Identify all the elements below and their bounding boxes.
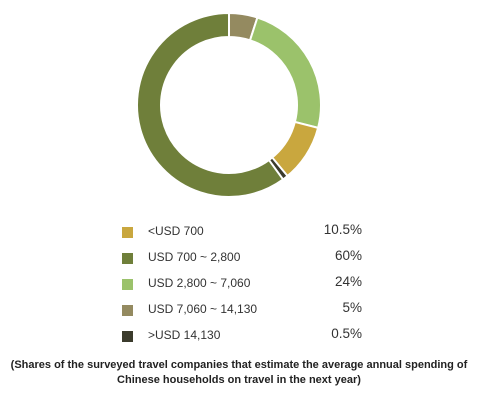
legend-swatch (122, 331, 133, 342)
legend-swatch (122, 253, 133, 264)
legend-item: >USD 14,130 0.5% (122, 326, 362, 352)
legend-item: <USD 700 10.5% (122, 222, 362, 248)
caption-line: Chinese households on travel in the next… (117, 374, 361, 386)
legend-item: USD 700 ~ 2,800 60% (122, 248, 362, 274)
legend-swatch (122, 279, 133, 290)
donut-slice (248, 16, 322, 130)
legend-label: USD 7,060 ~ 14,130 (148, 302, 258, 316)
legend-label: >USD 14,130 (148, 328, 221, 342)
legend-value: 5% (342, 300, 362, 315)
legend-label: USD 700 ~ 2,800 (148, 250, 241, 264)
legend-label: <USD 700 (148, 224, 204, 238)
legend-value: 24% (334, 274, 362, 289)
donut-chart (136, 11, 322, 198)
chart-caption: (Shares of the surveyed travel companies… (0, 358, 478, 388)
legend-swatch (122, 227, 133, 238)
legend-item: USD 2,800 ~ 7,060 24% (122, 274, 362, 300)
legend-value: 60% (334, 248, 362, 263)
chart-legend: <USD 700 10.5% USD 700 ~ 2,800 60% USD 2… (122, 222, 362, 352)
legend-item: USD 7,060 ~ 14,130 5% (122, 300, 362, 326)
caption-line: (Shares of the surveyed travel companies… (10, 359, 468, 371)
legend-swatch (122, 305, 133, 316)
legend-label: USD 2,800 ~ 7,060 (148, 276, 251, 290)
legend-value: 10.5% (323, 222, 362, 237)
legend-value: 0.5% (331, 326, 362, 341)
donut-slice (136, 11, 285, 198)
